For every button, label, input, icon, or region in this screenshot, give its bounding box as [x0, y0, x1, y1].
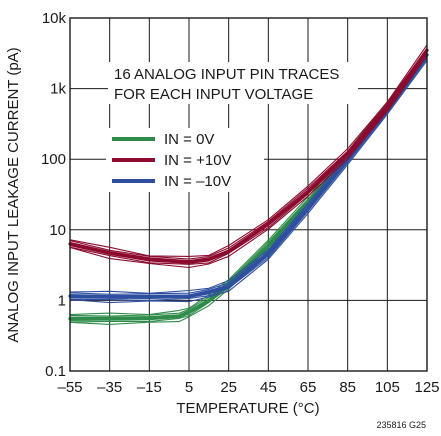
y-tick-labels: 0.1 1 10 100 1k 10k [41, 10, 67, 380]
pin-trace [69, 55, 428, 269]
series-2 [68, 49, 429, 304]
x-tick-label: 125 [414, 379, 439, 396]
y-axis-label: ANALOG INPUT LEAKAGE CURRENT (pA) [5, 47, 22, 342]
pin-trace [69, 44, 428, 257]
annotation-line-2: FOR EACH INPUT VOLTAGE [114, 86, 313, 103]
x-tick-label: –55 [57, 379, 82, 396]
y-tick-label: 1k [50, 81, 66, 98]
y-tick-label: 0.1 [45, 363, 66, 380]
x-tick-label: 105 [375, 379, 400, 396]
pin-trace [69, 60, 428, 304]
x-tick-label: 65 [300, 379, 317, 396]
plot-frame [69, 17, 428, 372]
legend-label-in-0v: IN = 0V [164, 131, 214, 148]
annotation-line-1: 16 ANALOG INPUT PIN TRACES [114, 66, 339, 83]
x-tick-label: –15 [137, 379, 162, 396]
annotation-background [108, 62, 358, 104]
y-tick-label: 10 [49, 222, 66, 239]
x-tick-label: 5 [185, 379, 193, 396]
pin-trace [69, 47, 428, 260]
legend: IN = 0V IN = +10V IN = –10V [106, 128, 264, 192]
legend-label-in-plus10v: IN = +10V [164, 152, 232, 169]
x-tick-label: 25 [220, 379, 237, 396]
pin-trace [69, 52, 428, 265]
x-tick-label: –35 [97, 379, 122, 396]
x-tick-labels: –55 –35 –15 5 25 45 65 85 105 125 [57, 379, 439, 396]
y-tick-label: 10k [42, 10, 67, 27]
series-line [68, 48, 429, 264]
x-axis-label: TEMPERATURE (°C) [176, 400, 319, 417]
x-tick-label: 45 [260, 379, 277, 396]
y-tick-label: 1 [58, 292, 66, 309]
figure-code: 235816 G25 [376, 420, 426, 430]
data-traces [68, 44, 429, 325]
series-1 [68, 44, 429, 269]
pin-trace [69, 57, 428, 301]
x-tick-label: 85 [339, 379, 356, 396]
legend-label-in-minus10v: IN = –10V [164, 173, 231, 190]
y-tick-label: 100 [41, 151, 66, 168]
